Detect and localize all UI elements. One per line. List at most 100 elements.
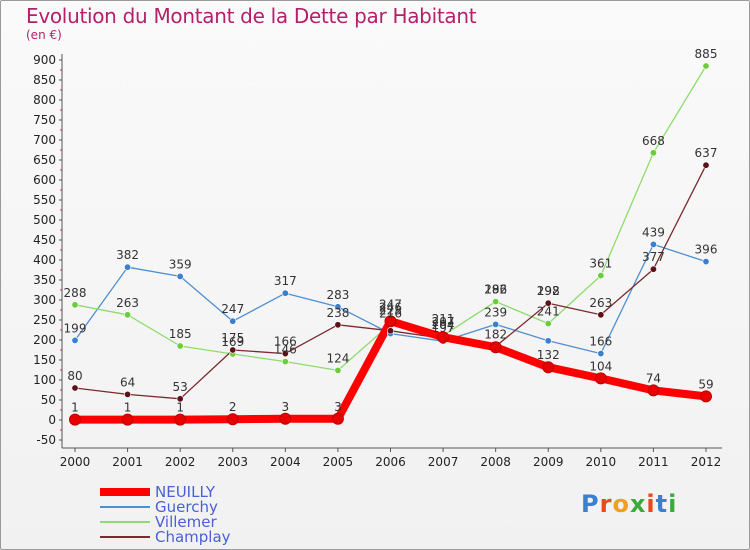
y-tick-label: 550 <box>33 193 56 207</box>
y-tick-label: 900 <box>33 53 56 67</box>
data-point-villemer <box>334 366 342 374</box>
legend-label: Villemer <box>155 513 217 531</box>
data-label-guerchy: 166 <box>589 335 612 349</box>
data-label-guerchy: 396 <box>695 243 718 257</box>
data-point-neuilly <box>331 412 344 425</box>
data-point-champlay <box>71 384 79 392</box>
data-label-neuilly: 59 <box>698 377 713 391</box>
data-label-guerchy: 239 <box>484 305 507 319</box>
data-label-champlay: 238 <box>326 306 349 320</box>
data-point-villemer <box>176 342 184 350</box>
y-tick-label: 100 <box>33 373 56 387</box>
y-tick-label: -50 <box>36 433 56 447</box>
legend-label: Guerchy <box>155 498 218 516</box>
y-tick-label: 0 <box>48 413 56 427</box>
data-point-villemer <box>281 358 289 366</box>
x-tick-label: 2012 <box>691 455 722 469</box>
data-label-villemer: 124 <box>326 351 349 365</box>
overlap-data-label: 247 <box>379 298 402 312</box>
legend-swatch <box>100 488 150 496</box>
y-tick-label: 800 <box>33 93 56 107</box>
data-point-villemer <box>544 320 552 328</box>
y-tick-label: 300 <box>33 293 56 307</box>
y-tick-label: 200 <box>33 333 56 347</box>
data-label-neuilly: 1 <box>124 401 132 415</box>
proxiti-logo: Proxiti <box>581 490 677 518</box>
data-point-neuilly <box>542 361 555 374</box>
data-label-champlay: 64 <box>120 375 135 389</box>
data-point-champlay <box>176 395 184 403</box>
x-tick-label: 2010 <box>586 455 617 469</box>
overlap-data-label: 204 <box>432 318 455 332</box>
data-label-villemer: 668 <box>642 134 665 148</box>
data-point-guerchy <box>492 320 500 328</box>
data-point-neuilly <box>489 341 502 354</box>
overlap-data-label: 223 <box>379 304 402 318</box>
data-label-champlay: 175 <box>221 331 244 345</box>
y-tick-label: 50 <box>41 393 56 407</box>
data-point-villemer <box>702 62 710 70</box>
data-label-villemer: 169 <box>221 335 244 349</box>
data-label-champlay: 292 <box>537 284 560 298</box>
y-tick-label: 650 <box>33 153 56 167</box>
legend-label: Champlay <box>155 528 231 546</box>
data-label-guerchy: 317 <box>274 274 297 288</box>
logo-letter: i <box>668 490 678 518</box>
y-axis-ticks: -50 0 50 100 150 200 250 300 350 400 450 500 550 600 6… <box>33 53 62 447</box>
data-point-guerchy <box>649 240 657 248</box>
data-label-guerchy: 439 <box>642 225 665 239</box>
x-tick-label: 2004 <box>270 455 301 469</box>
data-label-champlay: 182 <box>484 327 507 341</box>
data-point-neuilly <box>121 413 134 426</box>
data-point-guerchy <box>702 258 710 266</box>
data-point-guerchy <box>71 336 79 344</box>
data-label-neuilly: 3 <box>334 400 342 414</box>
data-label-champlay: 166 <box>274 335 297 349</box>
data-point-champlay <box>544 299 552 307</box>
data-point-neuilly <box>384 315 397 328</box>
logo-letter: o <box>612 490 630 518</box>
logo-letter: P <box>581 490 600 518</box>
data-point-champlay <box>386 327 394 335</box>
data-label-villemer: 296 <box>484 283 507 297</box>
data-label-champlay: 377 <box>642 250 665 264</box>
data-label-guerchy: 283 <box>326 288 349 302</box>
data-label-villemer: 263 <box>116 296 139 310</box>
data-label-villemer: 288 <box>64 286 87 300</box>
data-point-villemer <box>649 149 657 157</box>
data-point-champlay <box>334 321 342 329</box>
data-point-champlay <box>281 350 289 358</box>
y-tick-label: 750 <box>33 113 56 127</box>
logo-letter: x <box>629 490 647 518</box>
data-label-neuilly: 2 <box>229 400 237 414</box>
data-label-villemer: 185 <box>169 327 192 341</box>
y-tick-label: 400 <box>33 253 56 267</box>
data-point-guerchy <box>597 350 605 358</box>
overlap-data-label: 182 <box>484 283 507 297</box>
chart-axes <box>61 54 722 449</box>
data-point-guerchy <box>281 289 289 297</box>
data-label-neuilly: 104 <box>589 359 612 373</box>
data-label-champlay: 263 <box>589 296 612 310</box>
series-points <box>69 62 712 426</box>
overlap-data-label: 216 <box>379 307 402 321</box>
data-label-neuilly: 74 <box>646 371 661 385</box>
data-point-guerchy <box>124 263 132 271</box>
x-axis-ticks: 2000 2001 2002 2003 2004 2005 2006 2007 2008 2009… <box>60 448 722 469</box>
data-point-champlay <box>649 265 657 273</box>
y-tick-label: 600 <box>33 173 56 187</box>
data-label-guerchy: 359 <box>169 257 192 271</box>
chart-title: Evolution du Montant de la Dette par Hab… <box>26 4 477 28</box>
data-label-villemer: 146 <box>274 343 297 357</box>
x-tick-label: 2002 <box>165 455 196 469</box>
legend-swatch <box>100 506 150 508</box>
data-point-guerchy <box>544 337 552 345</box>
data-point-neuilly <box>226 413 239 426</box>
overlap-data-label: 246 <box>379 301 402 315</box>
data-label-guerchy: 247 <box>221 302 244 316</box>
data-point-neuilly <box>594 372 607 385</box>
data-point-champlay <box>229 346 237 354</box>
y-tick-label: 500 <box>33 213 56 227</box>
overlap-data-label: 211 <box>432 312 455 326</box>
